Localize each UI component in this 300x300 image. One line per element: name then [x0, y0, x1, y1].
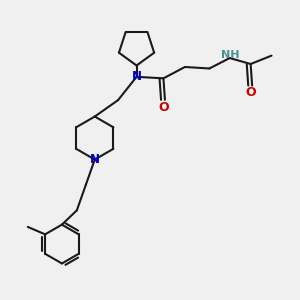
Text: N: N [90, 153, 100, 166]
Text: N: N [132, 70, 142, 83]
Text: NH: NH [221, 50, 240, 60]
Text: O: O [245, 86, 256, 100]
Text: O: O [158, 101, 169, 114]
